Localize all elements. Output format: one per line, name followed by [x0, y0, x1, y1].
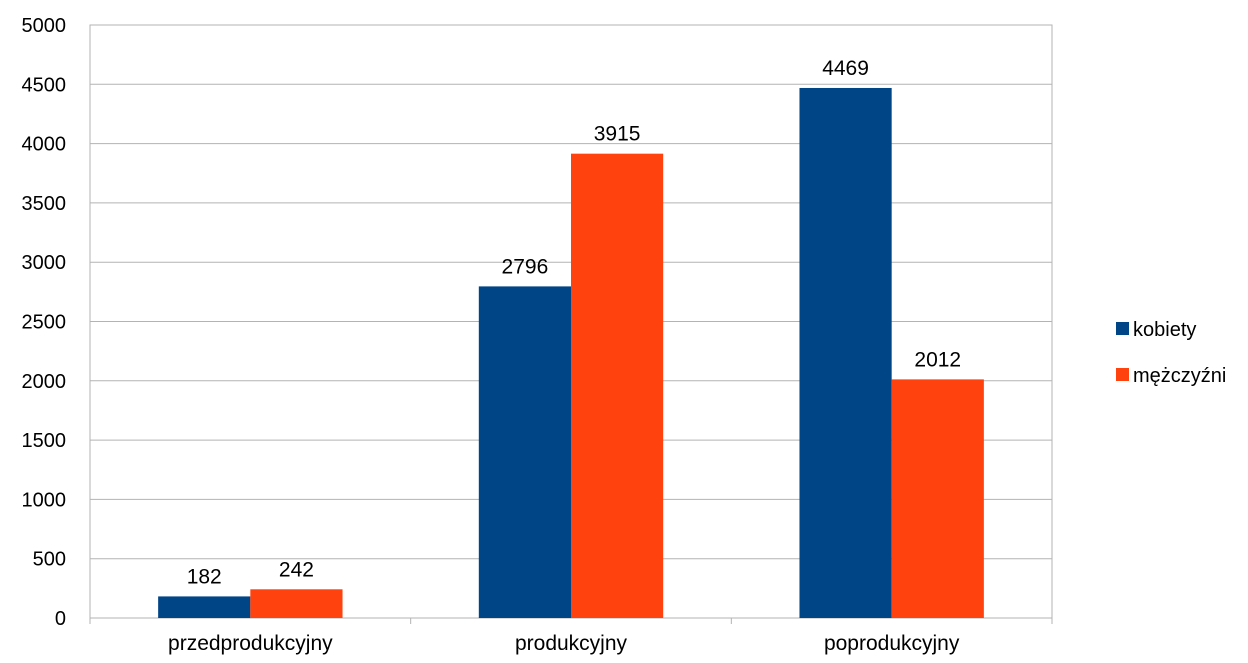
legend-label: mężczyźni: [1133, 365, 1226, 387]
data-label: 242: [279, 558, 314, 581]
bar-mężczyźni-produkcyjny: [571, 153, 664, 618]
x-category-label: poprodukcyjny: [824, 632, 960, 655]
bar-kobiety-produkcyjny: [478, 286, 571, 618]
data-labels: 182 242 2796 3915 4469 2012: [187, 57, 961, 588]
legend: kobiety mężczyźni: [1116, 319, 1226, 387]
y-tick-label: 1500: [22, 430, 67, 452]
y-tick-label: 500: [33, 549, 66, 571]
data-label: 2012: [914, 348, 961, 371]
legend-swatch-kobiety: [1116, 322, 1129, 335]
y-tick-label: 2500: [22, 312, 67, 334]
y-tick-label: 4500: [22, 74, 67, 96]
legend-label: kobiety: [1133, 319, 1196, 341]
y-tick-label: 3500: [22, 193, 67, 215]
y-tick-label: 5000: [22, 15, 67, 37]
data-label: 182: [187, 565, 222, 588]
bar-kobiety-poprodukcyjny: [799, 87, 892, 618]
x-axis-category-labels: przedprodukcyjny produkcyjny poprodukcyjny: [168, 632, 960, 655]
legend-swatch-mężczyźni: [1116, 368, 1129, 381]
y-tick-label: 3000: [22, 252, 67, 274]
y-axis-tick-labels: 0 500 1000 1500 2000 2500 3000 3500 4000 4500 5000: [22, 15, 67, 630]
data-label: 3915: [594, 123, 641, 146]
x-category-label: przedprodukcyjny: [168, 632, 333, 655]
bar-kobiety-przedprodukcyjny: [158, 596, 251, 618]
data-label: 2796: [502, 255, 549, 278]
y-tick-label: 2000: [22, 371, 67, 393]
y-tick-label: 0: [55, 608, 66, 630]
x-category-label: produkcyjny: [515, 632, 628, 655]
bar-mężczyźni-poprodukcyjny: [891, 379, 984, 618]
bars: [158, 87, 984, 618]
data-label: 4469: [822, 57, 869, 80]
y-tick-label: 1000: [22, 489, 67, 511]
bar-mężczyźni-przedprodukcyjny: [250, 589, 343, 618]
y-tick-label: 4000: [22, 134, 67, 156]
